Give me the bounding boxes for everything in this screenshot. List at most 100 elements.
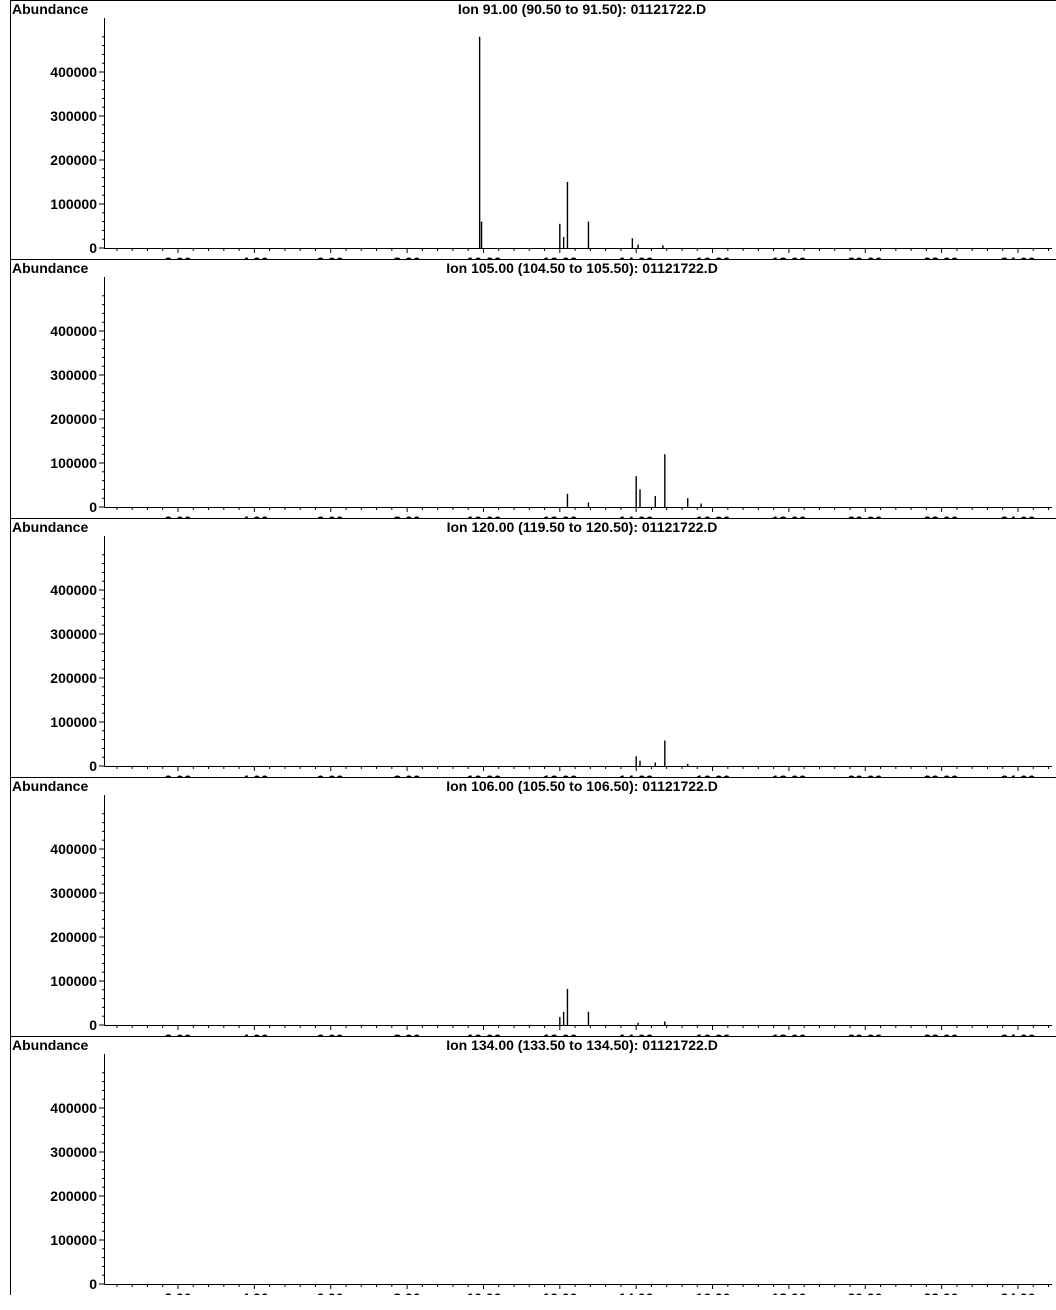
y-tick-label: 0	[89, 240, 97, 256]
x-tick-label: 24.00	[1000, 254, 1035, 259]
chart-title: Ion 105.00 (104.50 to 105.50): 01121722.…	[446, 260, 718, 276]
y-tick-label: 0	[89, 758, 97, 774]
time-axis-label: Time-->	[12, 775, 62, 777]
y-tick-label: 100000	[50, 196, 97, 212]
x-tick-label: 14.00	[618, 772, 653, 777]
y-tick-label: 200000	[50, 670, 97, 686]
x-tick-label: 10.00	[466, 1031, 501, 1036]
x-tick-label: 18.00	[771, 1290, 806, 1295]
time-axis-label: Time-->	[12, 1293, 62, 1295]
x-tick-label: 14.00	[618, 254, 653, 259]
y-tick-label: 400000	[50, 1100, 97, 1116]
x-tick-label: 12.00	[542, 254, 577, 259]
y-tick-label: 200000	[50, 152, 97, 168]
y-tick-label: 300000	[50, 885, 97, 901]
chromatogram-panel: Abundance Ion 105.00 (104.50 to 105.50): …	[0, 259, 1056, 518]
time-axis-label: Time-->	[12, 1034, 62, 1036]
x-tick-label: 6.00	[316, 513, 343, 518]
y-tick-label: 200000	[50, 1188, 97, 1204]
y-tick-label: 100000	[50, 714, 97, 730]
x-tick-label: 10.00	[466, 254, 501, 259]
x-tick-label: 24.00	[1000, 772, 1035, 777]
x-tick-label: 8.00	[393, 254, 420, 259]
chromatogram-svg: Abundance Ion 120.00 (119.50 to 120.50): …	[10, 518, 1056, 777]
x-tick-label: 14.00	[618, 513, 653, 518]
y-tick-label: 400000	[50, 323, 97, 339]
y-tick-label: 100000	[50, 1232, 97, 1248]
chromatogram-svg: Abundance Ion 134.00 (133.50 to 134.50): …	[10, 1036, 1056, 1295]
x-tick-label: 24.00	[1000, 1290, 1035, 1295]
x-tick-label: 12.00	[542, 513, 577, 518]
x-tick-label: 16.00	[695, 1290, 730, 1295]
chart-title: Ion 120.00 (119.50 to 120.50): 01121722.…	[447, 519, 718, 535]
y-tick-label: 200000	[50, 411, 97, 427]
x-tick-label: 16.00	[695, 1031, 730, 1036]
x-tick-label: 10.00	[466, 1290, 501, 1295]
x-tick-label: 12.00	[542, 1031, 577, 1036]
x-tick-label: 6.00	[316, 1031, 343, 1036]
x-tick-label: 8.00	[393, 1031, 420, 1036]
time-axis-label: Time-->	[12, 257, 62, 259]
x-tick-label: 4.00	[241, 772, 268, 777]
x-tick-label: 2.00	[164, 1290, 191, 1295]
y-tick-label: 400000	[50, 841, 97, 857]
x-tick-label: 18.00	[771, 254, 806, 259]
y-tick-label: 300000	[50, 626, 97, 642]
abundance-label: Abundance	[12, 1, 88, 17]
x-tick-label: 22.00	[923, 772, 958, 777]
x-tick-label: 10.00	[466, 772, 501, 777]
x-tick-label: 2.00	[164, 772, 191, 777]
x-tick-label: 22.00	[923, 513, 958, 518]
x-tick-label: 8.00	[393, 513, 420, 518]
y-tick-label: 100000	[50, 973, 97, 989]
chromatogram-panel: Abundance Ion 120.00 (119.50 to 120.50): …	[0, 518, 1056, 777]
chromatogram-svg: Abundance Ion 105.00 (104.50 to 105.50): …	[10, 259, 1056, 518]
chromatogram-panel: Abundance Ion 106.00 (105.50 to 106.50): …	[0, 777, 1056, 1036]
x-tick-label: 18.00	[771, 772, 806, 777]
x-tick-label: 6.00	[316, 772, 343, 777]
y-tick-label: 300000	[50, 1144, 97, 1160]
x-tick-label: 14.00	[618, 1290, 653, 1295]
x-tick-label: 4.00	[241, 254, 268, 259]
abundance-label: Abundance	[12, 519, 88, 535]
y-tick-label: 0	[89, 499, 97, 515]
x-tick-label: 18.00	[771, 513, 806, 518]
chromatogram-svg: Abundance Ion 106.00 (105.50 to 106.50): …	[10, 777, 1056, 1036]
x-tick-label: 2.00	[164, 254, 191, 259]
x-tick-label: 14.00	[618, 1031, 653, 1036]
x-tick-label: 8.00	[393, 772, 420, 777]
y-tick-label: 200000	[50, 929, 97, 945]
x-tick-label: 2.00	[164, 513, 191, 518]
chromatogram-svg: Abundance Ion 91.00 (90.50 to 91.50): 011…	[10, 0, 1056, 259]
x-tick-label: 6.00	[316, 254, 343, 259]
x-tick-label: 20.00	[847, 1031, 882, 1036]
x-tick-label: 20.00	[847, 513, 882, 518]
x-tick-label: 6.00	[316, 1290, 343, 1295]
x-tick-label: 22.00	[923, 1290, 958, 1295]
time-axis-label: Time-->	[12, 516, 62, 518]
x-tick-label: 18.00	[771, 1031, 806, 1036]
chart-title: Ion 91.00 (90.50 to 91.50): 01121722.D	[458, 1, 706, 17]
chart-title: Ion 106.00 (105.50 to 106.50): 01121722.…	[446, 778, 718, 794]
x-tick-label: 4.00	[241, 1031, 268, 1036]
x-tick-label: 4.00	[241, 513, 268, 518]
y-tick-label: 0	[89, 1017, 97, 1033]
x-tick-label: 22.00	[923, 1031, 958, 1036]
x-tick-label: 4.00	[241, 1290, 268, 1295]
y-tick-label: 400000	[50, 64, 97, 80]
x-tick-label: 22.00	[923, 254, 958, 259]
x-tick-label: 24.00	[1000, 1031, 1035, 1036]
y-tick-label: 100000	[50, 455, 97, 471]
x-tick-label: 10.00	[466, 513, 501, 518]
x-tick-label: 20.00	[847, 772, 882, 777]
y-tick-label: 400000	[50, 582, 97, 598]
abundance-label: Abundance	[12, 778, 88, 794]
y-tick-label: 300000	[50, 367, 97, 383]
x-tick-label: 8.00	[393, 1290, 420, 1295]
x-tick-label: 12.00	[542, 1290, 577, 1295]
chart-title: Ion 134.00 (133.50 to 134.50): 01121722.…	[446, 1037, 718, 1053]
x-tick-label: 20.00	[847, 1290, 882, 1295]
x-tick-label: 24.00	[1000, 513, 1035, 518]
x-tick-label: 16.00	[695, 772, 730, 777]
